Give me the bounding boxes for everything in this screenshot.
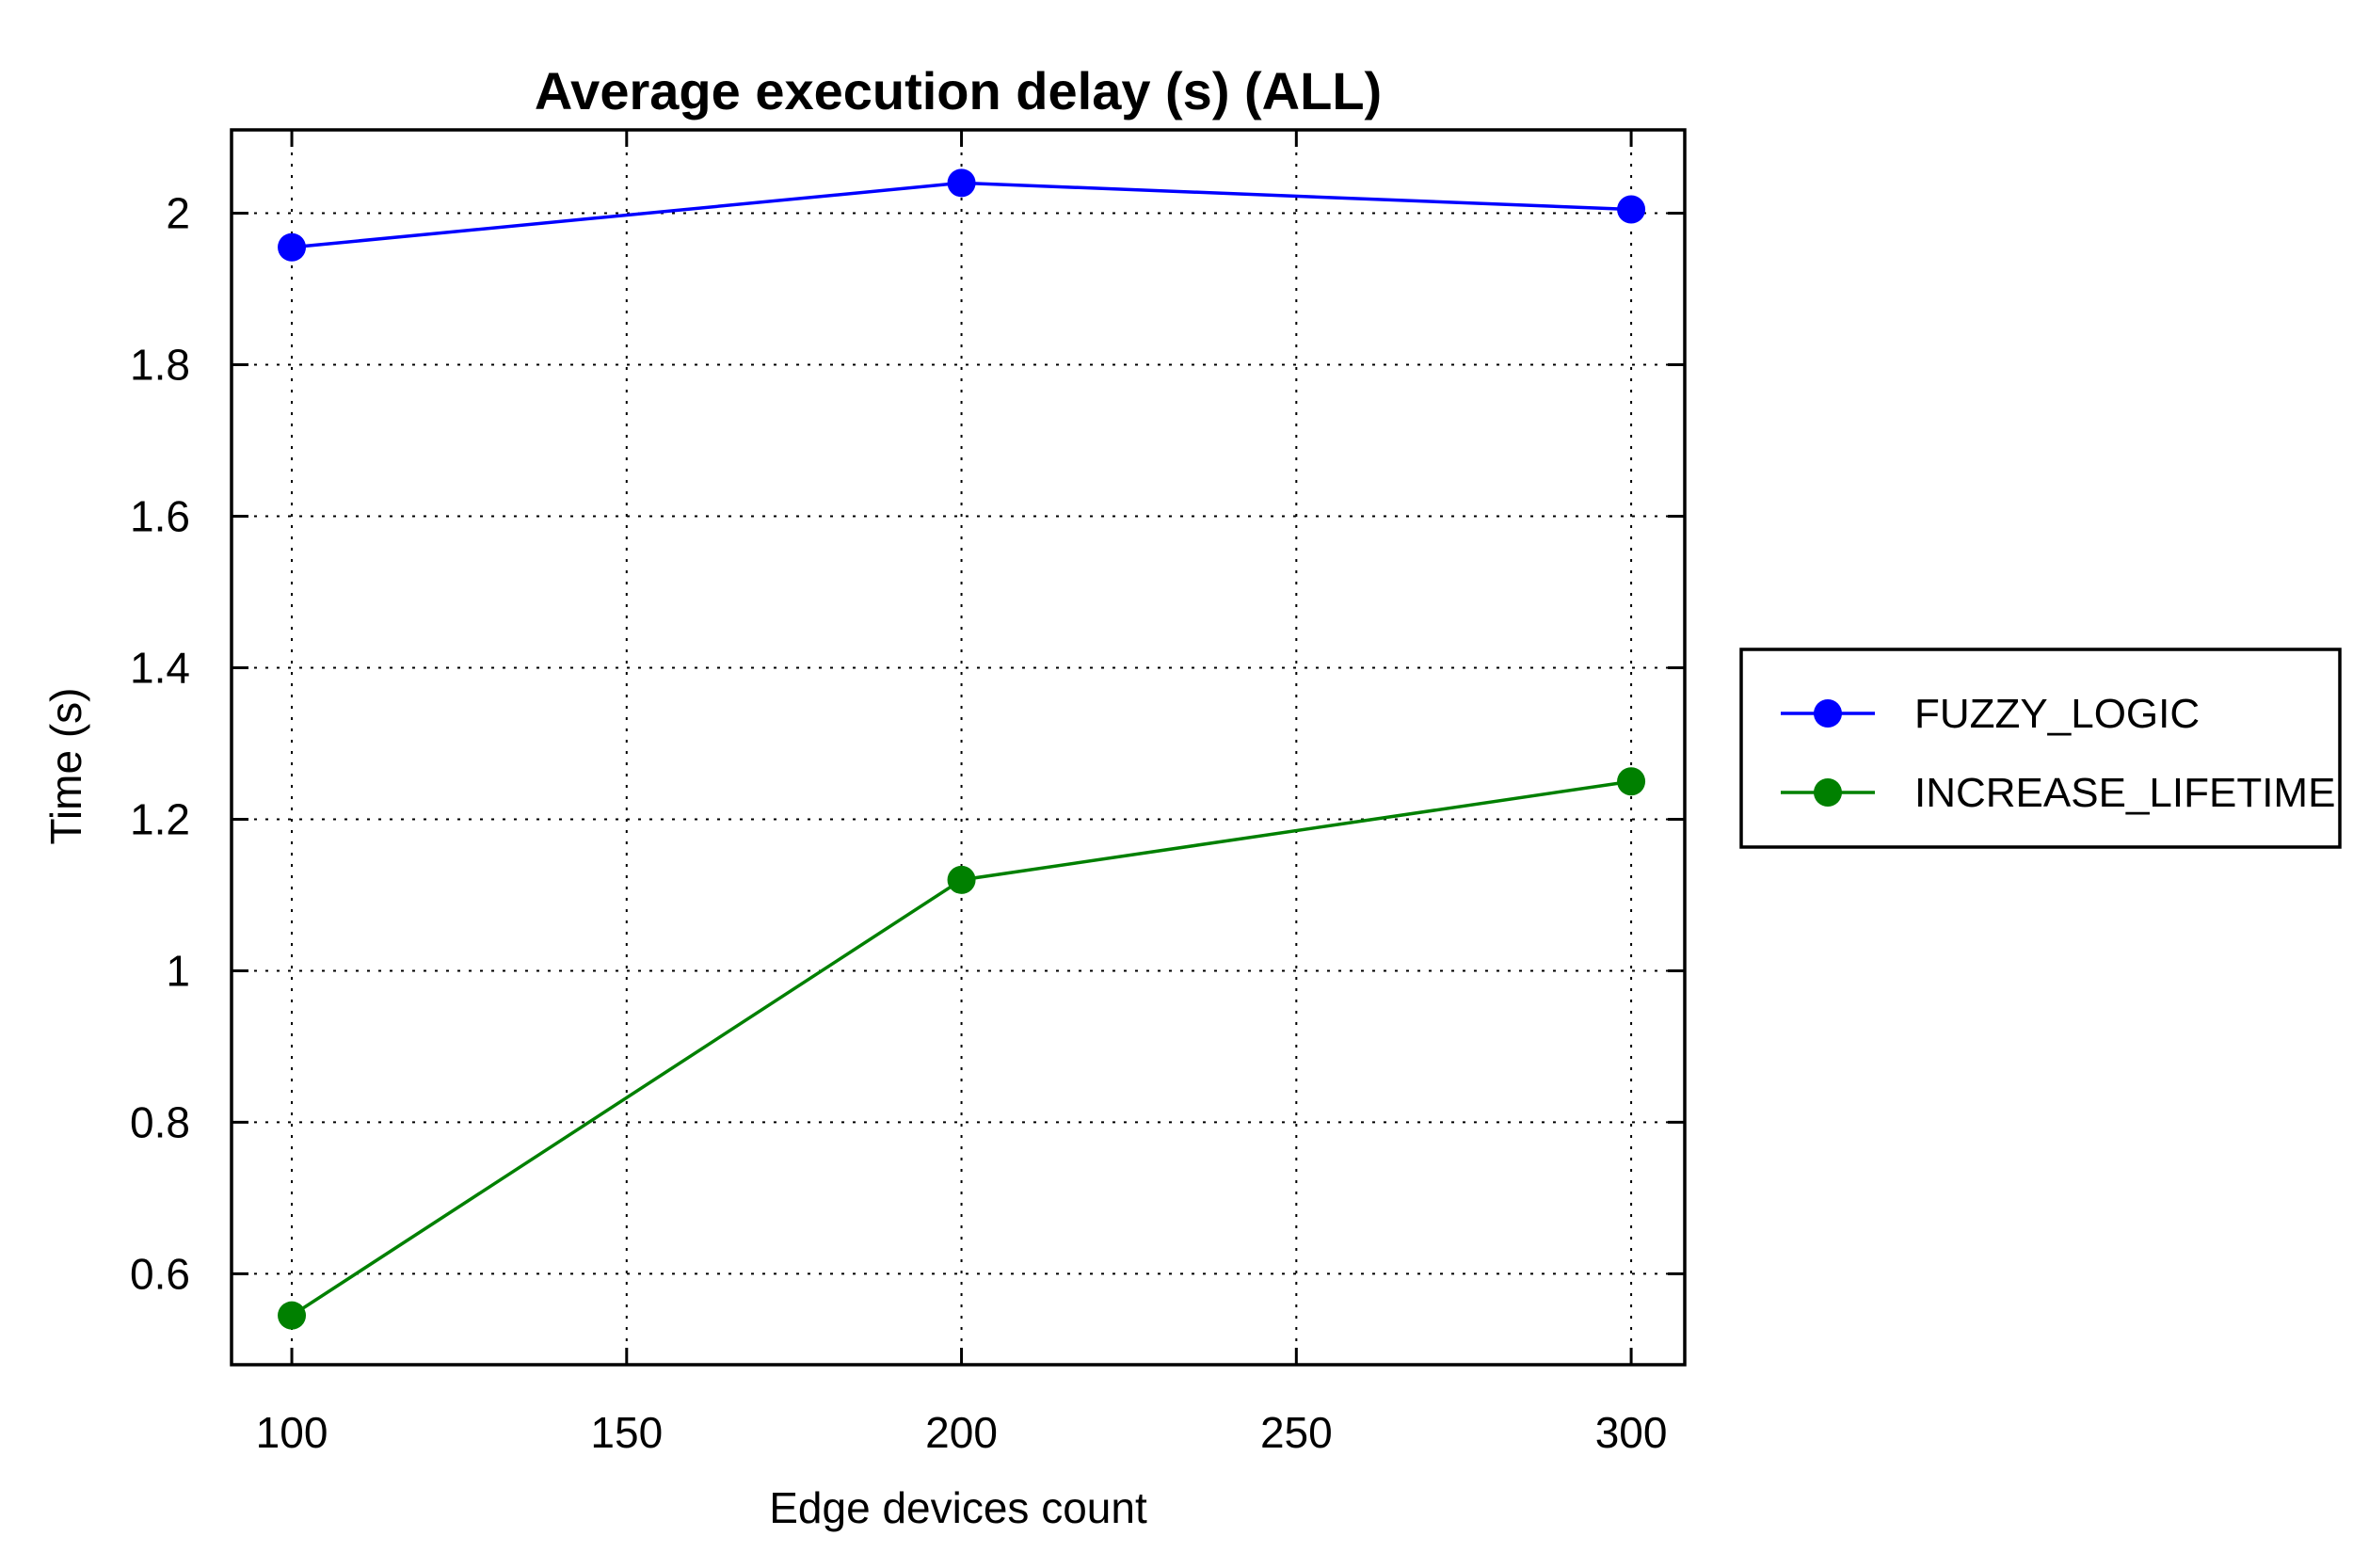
y-tick-label: 2 <box>166 189 190 238</box>
x-axis-label: Edge devices count <box>769 1483 1147 1532</box>
data-point <box>278 232 307 262</box>
x-tick-label: 250 <box>1260 1408 1333 1457</box>
legend: FUZZY_LOGIC INCREASE_LIFETIME <box>1739 648 2342 849</box>
x-tick-label: 150 <box>590 1408 663 1457</box>
series-layer <box>278 168 1646 1330</box>
chart-title: Average execution delay (s) (ALL) <box>535 61 1382 120</box>
legend-marker <box>1814 699 1842 728</box>
legend-box <box>1739 648 2342 849</box>
y-tick-label: 1 <box>166 946 190 995</box>
x-tick-label: 100 <box>256 1408 328 1457</box>
series-line-1 <box>291 779 1632 1318</box>
y-tick-label: 1.6 <box>130 492 190 541</box>
y-tick-label: 1.8 <box>130 341 190 390</box>
legend-label: INCREASE_LIFETIME <box>1914 770 2335 816</box>
y-tick-label: 0.6 <box>130 1249 190 1298</box>
data-point <box>1617 195 1646 224</box>
x-tick-label: 300 <box>1595 1408 1668 1457</box>
data-point <box>1617 767 1646 796</box>
y-tick-label: 1.2 <box>130 794 190 843</box>
legend-label: FUZZY_LOGIC <box>1914 691 2200 737</box>
grid-lines <box>232 130 1685 1365</box>
data-point <box>947 168 976 198</box>
y-axis-label: Time (s) <box>41 688 90 845</box>
data-point <box>278 1301 307 1330</box>
plot-frame <box>230 128 1687 1367</box>
data-point <box>947 865 976 894</box>
axis-ticks: 100 150 200 250 300 0.6 0.8 1 1.2 1.4 1.6 1.8 2 <box>130 130 1685 1457</box>
x-tick-label: 200 <box>925 1408 998 1457</box>
legend-marker <box>1814 778 1842 807</box>
y-tick-label: 1.4 <box>130 643 190 692</box>
y-tick-label: 0.8 <box>130 1097 190 1146</box>
